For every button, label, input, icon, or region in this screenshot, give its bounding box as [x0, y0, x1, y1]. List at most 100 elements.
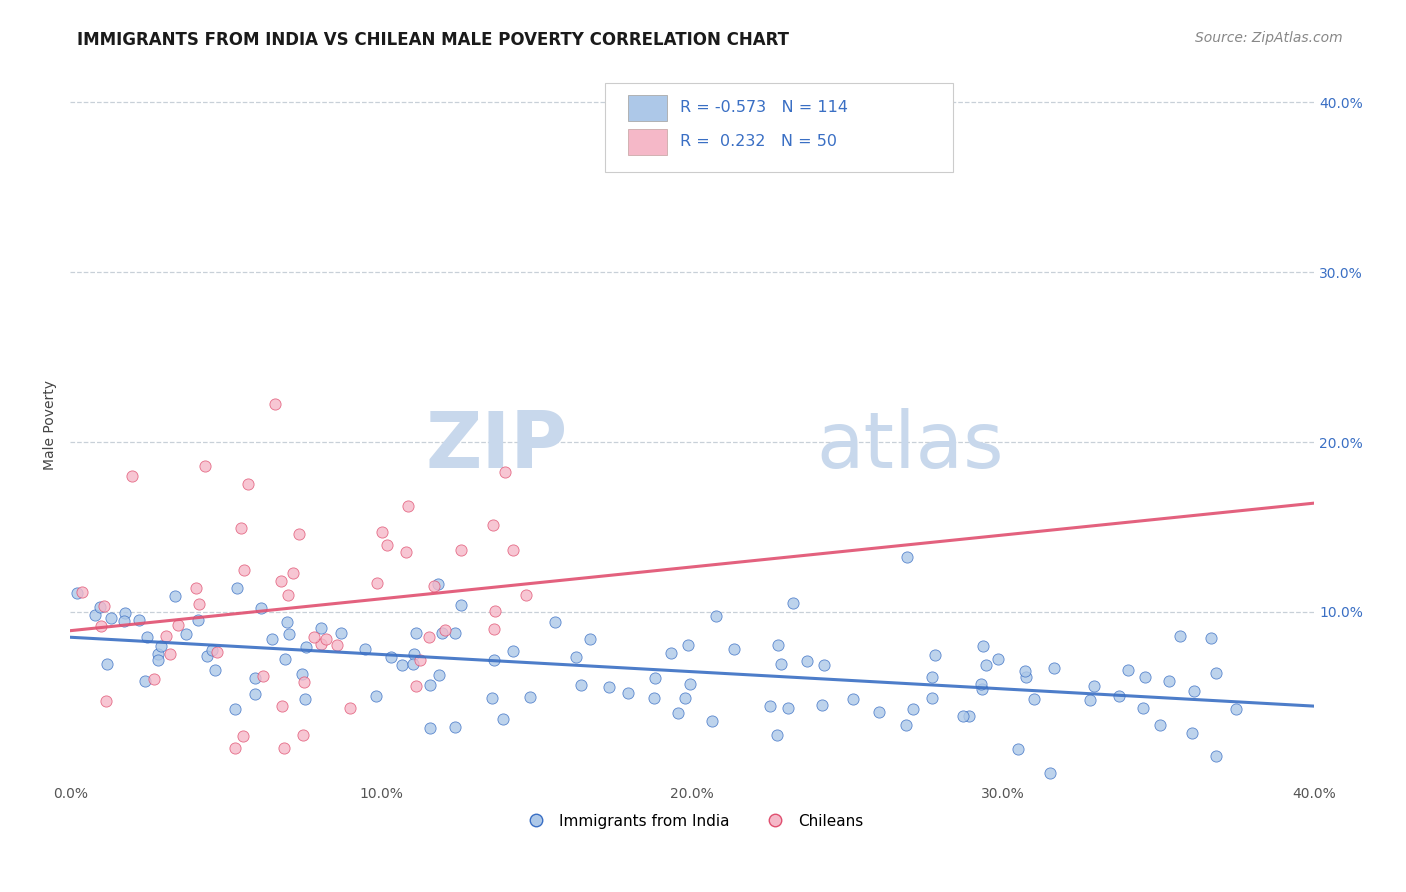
Point — [579, 632, 602, 647]
Point — [1014, 670, 1036, 684]
Point — [482, 517, 505, 532]
Point — [155, 629, 177, 643]
Point — [339, 700, 361, 714]
Point — [644, 671, 666, 685]
Point — [921, 670, 943, 684]
Point — [128, 613, 150, 627]
Point — [396, 500, 419, 514]
Text: atlas: atlas — [817, 409, 1004, 484]
Point — [434, 624, 457, 638]
Point — [1182, 684, 1205, 698]
Point — [1170, 629, 1192, 643]
Text: R = -0.573   N = 114: R = -0.573 N = 114 — [679, 100, 848, 115]
Point — [1205, 666, 1227, 681]
Point — [952, 708, 974, 723]
Point — [329, 625, 352, 640]
Point — [150, 639, 173, 653]
Point — [233, 563, 256, 577]
Point — [419, 722, 441, 736]
Point — [430, 625, 453, 640]
Point — [194, 458, 217, 473]
Point — [184, 581, 207, 595]
Text: Source: ZipAtlas.com: Source: ZipAtlas.com — [1195, 31, 1343, 45]
Point — [188, 597, 211, 611]
Point — [277, 588, 299, 602]
Point — [972, 639, 994, 653]
Point — [380, 650, 402, 665]
Point — [114, 606, 136, 620]
Point — [426, 577, 449, 591]
Point — [148, 648, 170, 662]
Point — [288, 526, 311, 541]
Point — [250, 600, 273, 615]
Point — [659, 647, 682, 661]
Point — [146, 653, 169, 667]
Point — [564, 650, 586, 665]
Point — [96, 657, 118, 672]
Point — [121, 469, 143, 483]
Point — [276, 615, 298, 629]
Point — [1225, 702, 1247, 716]
Point — [204, 664, 226, 678]
Point — [270, 574, 292, 588]
Point — [395, 544, 418, 558]
Point — [273, 740, 295, 755]
Point — [263, 397, 285, 411]
Point — [782, 596, 804, 610]
Point — [896, 549, 918, 564]
Point — [174, 627, 197, 641]
Point — [519, 690, 541, 704]
Point — [676, 638, 699, 652]
Point — [427, 668, 450, 682]
Point — [404, 647, 426, 661]
Point — [443, 625, 465, 640]
Point — [1083, 679, 1105, 693]
FancyBboxPatch shape — [627, 129, 668, 155]
Point — [811, 698, 834, 712]
Point — [292, 675, 315, 690]
Point — [166, 617, 188, 632]
Point — [1022, 692, 1045, 706]
Point — [1043, 661, 1066, 675]
Point — [100, 611, 122, 625]
Point — [443, 721, 465, 735]
Point — [224, 702, 246, 716]
Point — [243, 671, 266, 685]
Point — [354, 642, 377, 657]
Point — [766, 639, 789, 653]
Point — [704, 609, 727, 624]
Point — [842, 692, 865, 706]
Point — [66, 586, 89, 600]
Point — [224, 740, 246, 755]
Point — [225, 581, 247, 595]
Point — [766, 728, 789, 742]
Point — [232, 729, 254, 743]
Point — [617, 686, 640, 700]
Text: ZIP: ZIP — [426, 409, 568, 484]
Point — [70, 585, 93, 599]
Point — [294, 692, 316, 706]
Text: IMMIGRANTS FROM INDIA VS CHILEAN MALE POVERTY CORRELATION CHART: IMMIGRANTS FROM INDIA VS CHILEAN MALE PO… — [77, 31, 789, 49]
Point — [450, 542, 472, 557]
Point — [598, 680, 620, 694]
Point — [270, 698, 292, 713]
Point — [544, 615, 567, 629]
Point — [813, 657, 835, 672]
Point — [277, 627, 299, 641]
Point — [90, 619, 112, 633]
Point — [974, 657, 997, 672]
Point — [295, 640, 318, 654]
Point — [759, 699, 782, 714]
Legend: Immigrants from India, Chileans: Immigrants from India, Chileans — [515, 807, 870, 835]
Point — [195, 648, 218, 663]
Point — [643, 690, 665, 705]
Point — [94, 693, 117, 707]
Point — [136, 630, 159, 644]
Point — [673, 691, 696, 706]
Point — [1133, 670, 1156, 684]
Point — [311, 637, 333, 651]
Point — [502, 644, 524, 658]
Point — [894, 718, 917, 732]
Point — [292, 728, 315, 742]
Y-axis label: Male Poverty: Male Poverty — [44, 380, 58, 470]
